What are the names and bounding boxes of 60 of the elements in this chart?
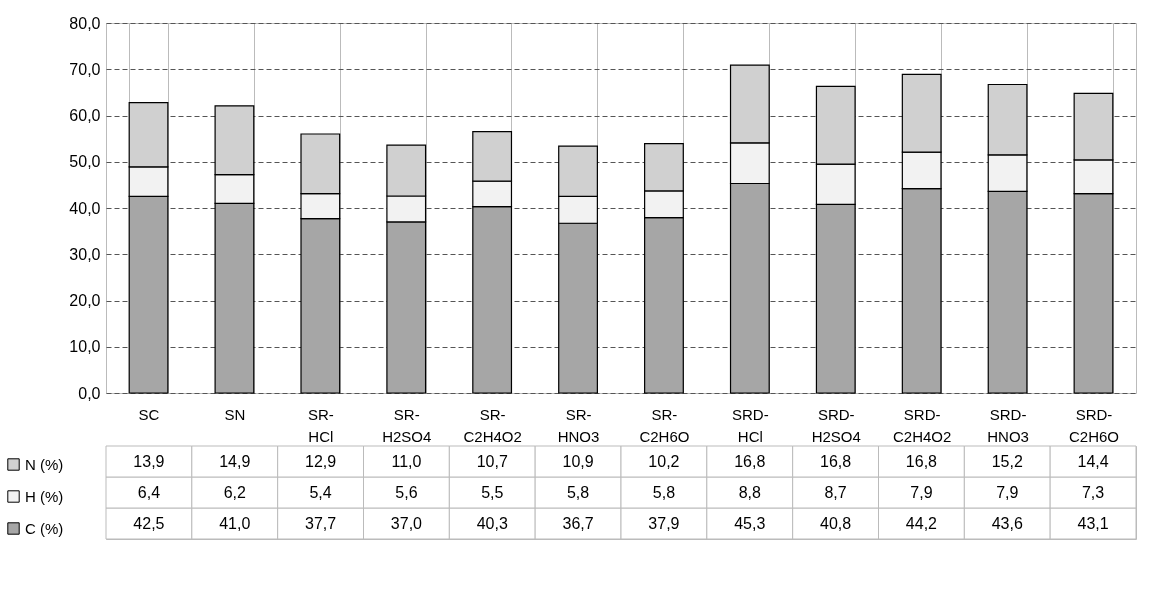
x-tick-label: SRD-C2H6O <box>1068 405 1119 445</box>
data-label: 37,7 <box>305 514 337 532</box>
data-label: 16,8 <box>905 452 938 470</box>
data-label: 40,3 <box>476 514 508 532</box>
y-tick-label: 0,0 <box>78 384 101 402</box>
data-label: 10,7 <box>476 452 508 470</box>
data-label: 16,8 <box>820 452 852 470</box>
legend-label: H (%) <box>25 487 64 505</box>
y-tick-label: 70,0 <box>69 60 101 78</box>
data-label: 10,9 <box>562 452 594 470</box>
legend-label: N (%) <box>25 455 64 473</box>
x-tick-label: SR-C2H4O2 <box>463 405 522 445</box>
data-label: 6,4 <box>137 483 161 501</box>
x-tick-label: SR-H2SO4 <box>382 405 432 445</box>
data-label: 37,0 <box>390 514 423 532</box>
data-label: 43,1 <box>1077 514 1109 532</box>
data-label: 41,0 <box>219 514 251 532</box>
y-tick-label: 30,0 <box>69 245 101 263</box>
data-label: 37,9 <box>648 514 680 532</box>
x-tick-label: SRD-C2H4O2 <box>892 405 952 445</box>
data-label: 13,9 <box>133 452 165 470</box>
data-label: 16,8 <box>734 452 766 470</box>
data-label: 5,8 <box>652 483 676 501</box>
data-label: 7,9 <box>910 483 933 501</box>
y-tick-label: 40,0 <box>69 199 101 217</box>
data-label: 12,9 <box>305 452 337 470</box>
data-label: 5,4 <box>309 483 332 501</box>
x-tick-label: SRD-HNO3 <box>987 405 1029 445</box>
data-label: 6,2 <box>223 483 246 501</box>
data-label: 8,7 <box>824 483 847 501</box>
x-tick-label: SN <box>224 405 246 423</box>
data-label: 44,2 <box>905 514 938 532</box>
data-label: 15,2 <box>991 452 1023 470</box>
x-tick-label: SR-HCl <box>307 405 334 445</box>
x-tick-label: SR-HNO3 <box>557 405 600 445</box>
data-label: 45,3 <box>734 514 766 532</box>
data-label: 42,5 <box>133 514 165 532</box>
data-label: 5,6 <box>395 483 418 501</box>
data-label: 10,2 <box>648 452 680 470</box>
data-label: 36,7 <box>562 514 594 532</box>
x-tick-label: SRD-H2SO4 <box>811 405 861 445</box>
x-tick-label: SRD-HCl <box>732 405 769 445</box>
legend-label: C (%) <box>25 519 64 537</box>
data-label: 5,5 <box>481 483 504 501</box>
data-label: 14,4 <box>1077 452 1109 470</box>
y-tick-label: 10,0 <box>69 338 101 356</box>
data-label: 8,8 <box>738 483 761 501</box>
x-tick-label: SC <box>138 405 160 423</box>
data-label: 7,3 <box>1081 483 1105 501</box>
data-label: 11,0 <box>391 452 422 470</box>
y-tick-label: 20,0 <box>69 292 101 309</box>
y-tick-label: 60,0 <box>69 107 101 124</box>
y-tick-label: 80,0 <box>69 14 101 32</box>
data-label: 5,8 <box>566 483 590 501</box>
data-label: 40,8 <box>820 514 852 532</box>
data-label: 43,6 <box>991 514 1023 532</box>
x-tick-label: SR-C2H6O <box>639 405 690 445</box>
y-tick-label: 50,0 <box>69 153 101 171</box>
data-label: 14,9 <box>219 452 251 470</box>
data-label: 7,9 <box>996 483 1019 501</box>
